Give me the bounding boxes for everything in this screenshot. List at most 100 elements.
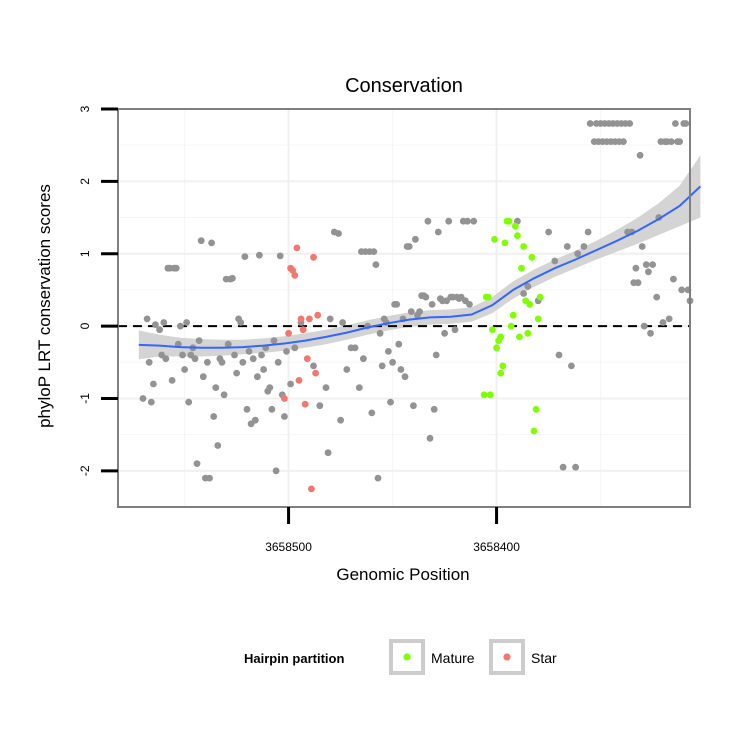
data-point-other xyxy=(434,228,442,236)
data-point-other xyxy=(326,315,334,323)
data-point-other xyxy=(193,460,201,467)
data-point-other xyxy=(659,319,667,326)
data-point-other xyxy=(672,120,679,127)
data-point-other xyxy=(626,120,634,127)
panel-border xyxy=(117,108,691,508)
data-point-other xyxy=(195,337,203,344)
data-point-other xyxy=(199,373,207,381)
data-point-other xyxy=(574,250,582,258)
data-point-other xyxy=(185,398,193,406)
smooth-trend-line xyxy=(138,185,702,349)
data-point-other xyxy=(572,463,579,471)
data-point-other xyxy=(310,362,317,370)
data-point-other xyxy=(152,321,159,328)
data-point-other xyxy=(395,340,403,348)
data-point-other xyxy=(670,275,677,283)
data-point-other xyxy=(424,217,432,225)
data-point-other xyxy=(563,243,571,250)
data-point-mature xyxy=(505,217,513,225)
data-point-mature xyxy=(524,329,532,337)
data-point-other xyxy=(370,248,378,256)
data-point-other xyxy=(451,326,459,334)
data-point-other xyxy=(229,274,236,282)
data-point-star xyxy=(308,485,315,493)
data-point-other xyxy=(524,282,532,290)
data-point-star xyxy=(281,395,288,402)
legend-label-mature: Mature xyxy=(431,650,475,666)
data-point-mature xyxy=(507,322,515,330)
data-point-other xyxy=(636,151,644,159)
data-point-other xyxy=(393,301,401,308)
data-point-other xyxy=(276,252,284,260)
data-point-other xyxy=(638,243,646,250)
data-point-other xyxy=(470,217,478,225)
data-point-mature xyxy=(499,362,507,370)
data-point-mature xyxy=(501,239,509,247)
data-point-star xyxy=(314,311,322,319)
data-point-mature xyxy=(520,243,527,250)
data-point-mature xyxy=(518,264,525,272)
data-point-other xyxy=(324,449,332,457)
data-point-other xyxy=(220,391,228,399)
data-point-other xyxy=(642,261,650,268)
data-point-other xyxy=(653,293,661,301)
data-point-mature xyxy=(497,369,505,377)
data-point-other xyxy=(181,366,189,373)
data-point-other xyxy=(245,348,253,355)
legend-key-mature xyxy=(389,639,425,675)
data-point-other xyxy=(156,326,164,334)
data-point-other xyxy=(632,264,640,272)
data-point-mature xyxy=(489,326,496,334)
data-point-other xyxy=(291,344,299,352)
data-point-other xyxy=(224,340,232,348)
data-point-other xyxy=(243,405,251,413)
data-point-other xyxy=(212,384,220,391)
data-point-other xyxy=(372,261,380,268)
data-point-star xyxy=(291,272,299,279)
data-point-mature xyxy=(528,253,536,261)
data-point-other xyxy=(147,398,155,406)
data-point-other xyxy=(584,228,592,236)
data-point-other xyxy=(407,308,415,315)
data-point-mature xyxy=(486,391,494,399)
legend-item-star: Star xyxy=(489,639,557,675)
data-point-other xyxy=(143,315,151,323)
legend-label-star: Star xyxy=(531,650,557,666)
data-point-other xyxy=(682,120,690,127)
data-point-star xyxy=(310,253,317,261)
data-point-other xyxy=(183,319,191,326)
data-point-other xyxy=(360,355,367,363)
data-point-other xyxy=(150,380,157,388)
data-point-other xyxy=(559,463,567,471)
data-point-other xyxy=(678,286,686,294)
data-point-other xyxy=(256,251,263,259)
y-tick-label: 3 xyxy=(78,105,92,112)
data-point-star xyxy=(285,329,292,337)
data-point-other xyxy=(197,237,205,245)
data-point-mature xyxy=(536,293,544,301)
data-point-other xyxy=(258,351,265,359)
data-point-other xyxy=(179,351,186,359)
data-point-other xyxy=(520,290,527,297)
data-point-other xyxy=(339,319,346,326)
data-point-other xyxy=(426,434,434,442)
data-point-other xyxy=(647,329,654,337)
data-point-other xyxy=(351,344,359,352)
data-point-star xyxy=(295,377,303,384)
data-point-other xyxy=(412,235,419,243)
data-point-other xyxy=(139,395,147,402)
data-point-other xyxy=(634,279,642,287)
data-point-star xyxy=(293,244,301,252)
data-point-other xyxy=(241,253,249,260)
y-tick-label: -2 xyxy=(78,465,92,476)
data-point-other xyxy=(378,362,386,370)
data-point-mature xyxy=(493,344,500,352)
data-point-other xyxy=(274,358,282,366)
chart-title: Conservation xyxy=(345,75,463,97)
data-point-other xyxy=(422,293,430,301)
data-point-other xyxy=(145,358,153,366)
data-point-other xyxy=(405,243,413,250)
data-point-other xyxy=(337,416,344,424)
y-tick-label: -1 xyxy=(78,393,92,404)
